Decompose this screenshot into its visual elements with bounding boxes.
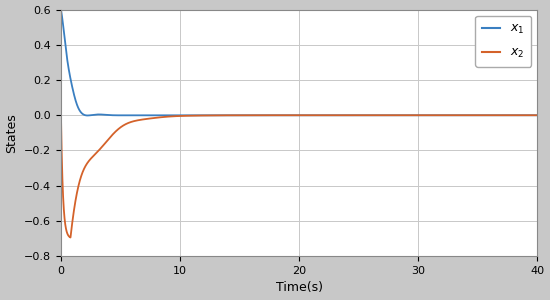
- Y-axis label: States: States: [6, 113, 19, 153]
- X-axis label: Time(s): Time(s): [276, 281, 323, 294]
- Legend: $x_1$, $x_2$: $x_1$, $x_2$: [475, 16, 531, 67]
